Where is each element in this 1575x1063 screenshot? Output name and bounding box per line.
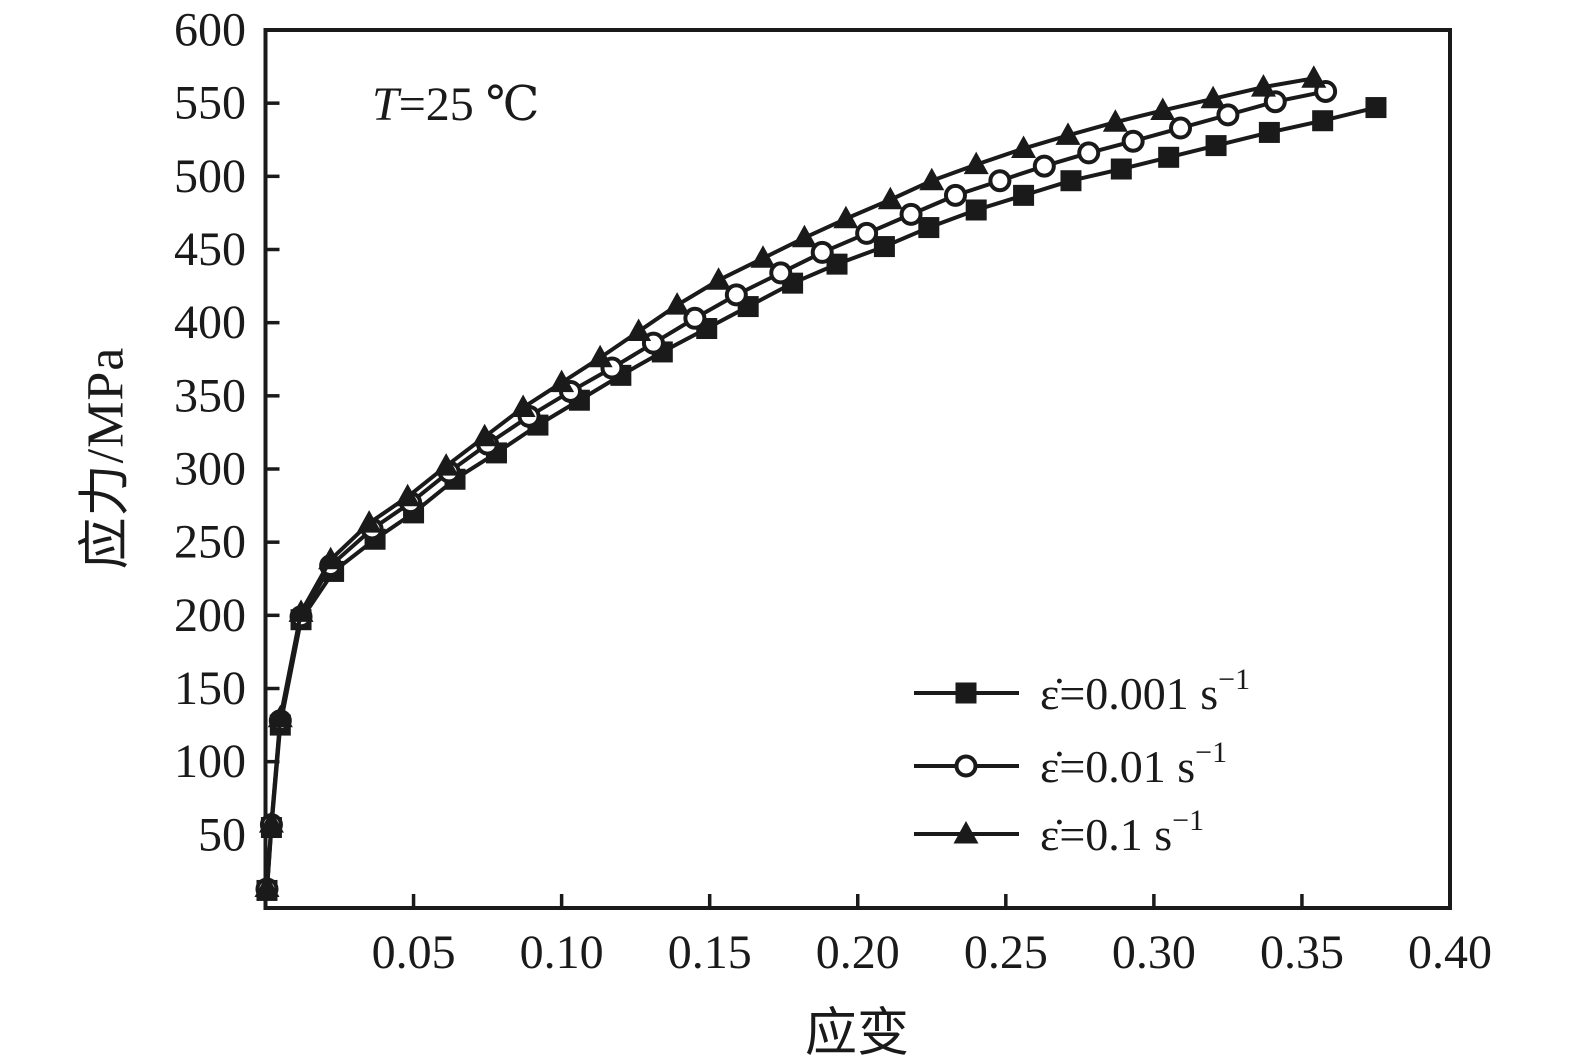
data-marker-0.1 (288, 599, 314, 622)
data-marker-0.1 (587, 344, 613, 368)
legend-marker-open-circle (954, 754, 978, 778)
x-tick-label: 0.10 (520, 926, 604, 979)
data-marker-0.001 (1205, 135, 1227, 157)
data-marker-0.1 (706, 267, 732, 290)
data-marker-0.1 (833, 205, 859, 229)
data-marker-0.1 (395, 483, 421, 507)
data-marker-0.001 (1312, 110, 1334, 132)
y-tick-label: 200 (174, 589, 246, 642)
data-marker-0.1 (1102, 109, 1128, 132)
data-marker-0.1 (433, 453, 459, 476)
y-tick-label: 50 (198, 808, 246, 861)
series-line-0.001 (264, 105, 1377, 891)
data-marker-0.1 (254, 874, 280, 898)
data-marker-0.001 (1365, 97, 1387, 119)
series-line-0.01 (264, 89, 1327, 890)
legend-label: ε̇=0.1 s−1 (1040, 804, 1204, 860)
y-tick-label: 400 (174, 296, 246, 349)
y-tick-label: 100 (174, 735, 246, 788)
data-marker-0.1 (549, 369, 575, 393)
x-tick-label: 0.25 (964, 926, 1048, 979)
data-marker-0.01 (1263, 90, 1287, 114)
y-tick-label: 450 (174, 223, 246, 276)
data-marker-0.1 (791, 224, 817, 248)
data-marker-0.1 (1301, 65, 1327, 88)
data-marker-0.01 (1216, 103, 1240, 127)
data-marker-0.1 (963, 151, 989, 175)
legend-label: ε̇=0.001 s−1 (1040, 663, 1250, 719)
data-marker-0.1 (267, 704, 293, 728)
data-marker-0.1 (510, 394, 536, 418)
temperature-annotation: T=25 ℃ (372, 76, 539, 132)
data-marker-0.01 (683, 306, 707, 330)
data-marker-0.1 (877, 186, 903, 210)
x-tick-label: 0.40 (1408, 926, 1492, 979)
legend-marker-filled-square (955, 682, 977, 704)
y-tick-label: 550 (174, 77, 246, 130)
data-marker-0.1 (1200, 85, 1226, 109)
x-tick-label: 0.30 (1112, 926, 1196, 979)
legend-marker-filled-triangle (953, 821, 979, 844)
data-marker-0.001 (1110, 158, 1132, 180)
series-line-0.1 (264, 76, 1315, 888)
temperature-value: =25 ℃ (398, 78, 540, 131)
x-tick-label: 0.05 (372, 926, 456, 979)
data-marker-0.01 (1032, 154, 1056, 178)
data-marker-0.001 (1060, 170, 1082, 192)
data-marker-0.001 (873, 236, 895, 258)
legend-label: ε̇=0.01 s−1 (1040, 736, 1227, 792)
y-tick-label: 600 (174, 4, 246, 57)
data-marker-0.01 (724, 283, 748, 307)
data-marker-0.1 (356, 510, 382, 533)
data-marker-0.01 (988, 169, 1012, 193)
data-marker-0.01 (1169, 116, 1193, 140)
y-tick-label: 500 (174, 150, 246, 203)
data-marker-0.1 (664, 292, 690, 315)
y-tick-label: 350 (174, 369, 246, 422)
data-marker-0.01 (943, 183, 967, 207)
data-marker-0.01 (810, 240, 834, 264)
data-marker-0.001 (1258, 121, 1280, 143)
data-marker-0.1 (1011, 135, 1037, 159)
data-marker-0.001 (1158, 146, 1180, 168)
x-tick-label: 0.35 (1260, 926, 1344, 979)
data-marker-0.01 (899, 202, 923, 226)
data-marker-0.001 (1013, 184, 1035, 206)
x-tick-label: 0.20 (816, 926, 900, 979)
data-marker-0.001 (965, 199, 987, 221)
data-marker-0.1 (1250, 74, 1276, 97)
data-marker-0.01 (769, 261, 793, 285)
data-marker-0.1 (750, 245, 776, 268)
data-marker-0.1 (318, 546, 344, 570)
data-marker-0.01 (855, 221, 879, 245)
data-marker-0.01 (1077, 141, 1101, 165)
data-marker-0.1 (1055, 122, 1081, 145)
data-marker-0.01 (1121, 129, 1145, 153)
data-marker-0.1 (919, 167, 945, 191)
data-marker-0.1 (258, 810, 284, 833)
data-marker-0.1 (472, 423, 498, 447)
data-marker-0.1 (1150, 97, 1176, 120)
y-tick-label: 150 (174, 662, 246, 715)
y-tick-label: 250 (174, 516, 246, 569)
temperature-variable: T (372, 78, 399, 131)
y-tick-label: 300 (174, 443, 246, 496)
data-marker-0.001 (918, 217, 940, 239)
data-marker-0.001 (826, 253, 848, 275)
data-marker-0.1 (626, 318, 652, 341)
x-axis-title: 应变 (804, 1005, 910, 1063)
x-tick-label: 0.15 (668, 926, 752, 979)
